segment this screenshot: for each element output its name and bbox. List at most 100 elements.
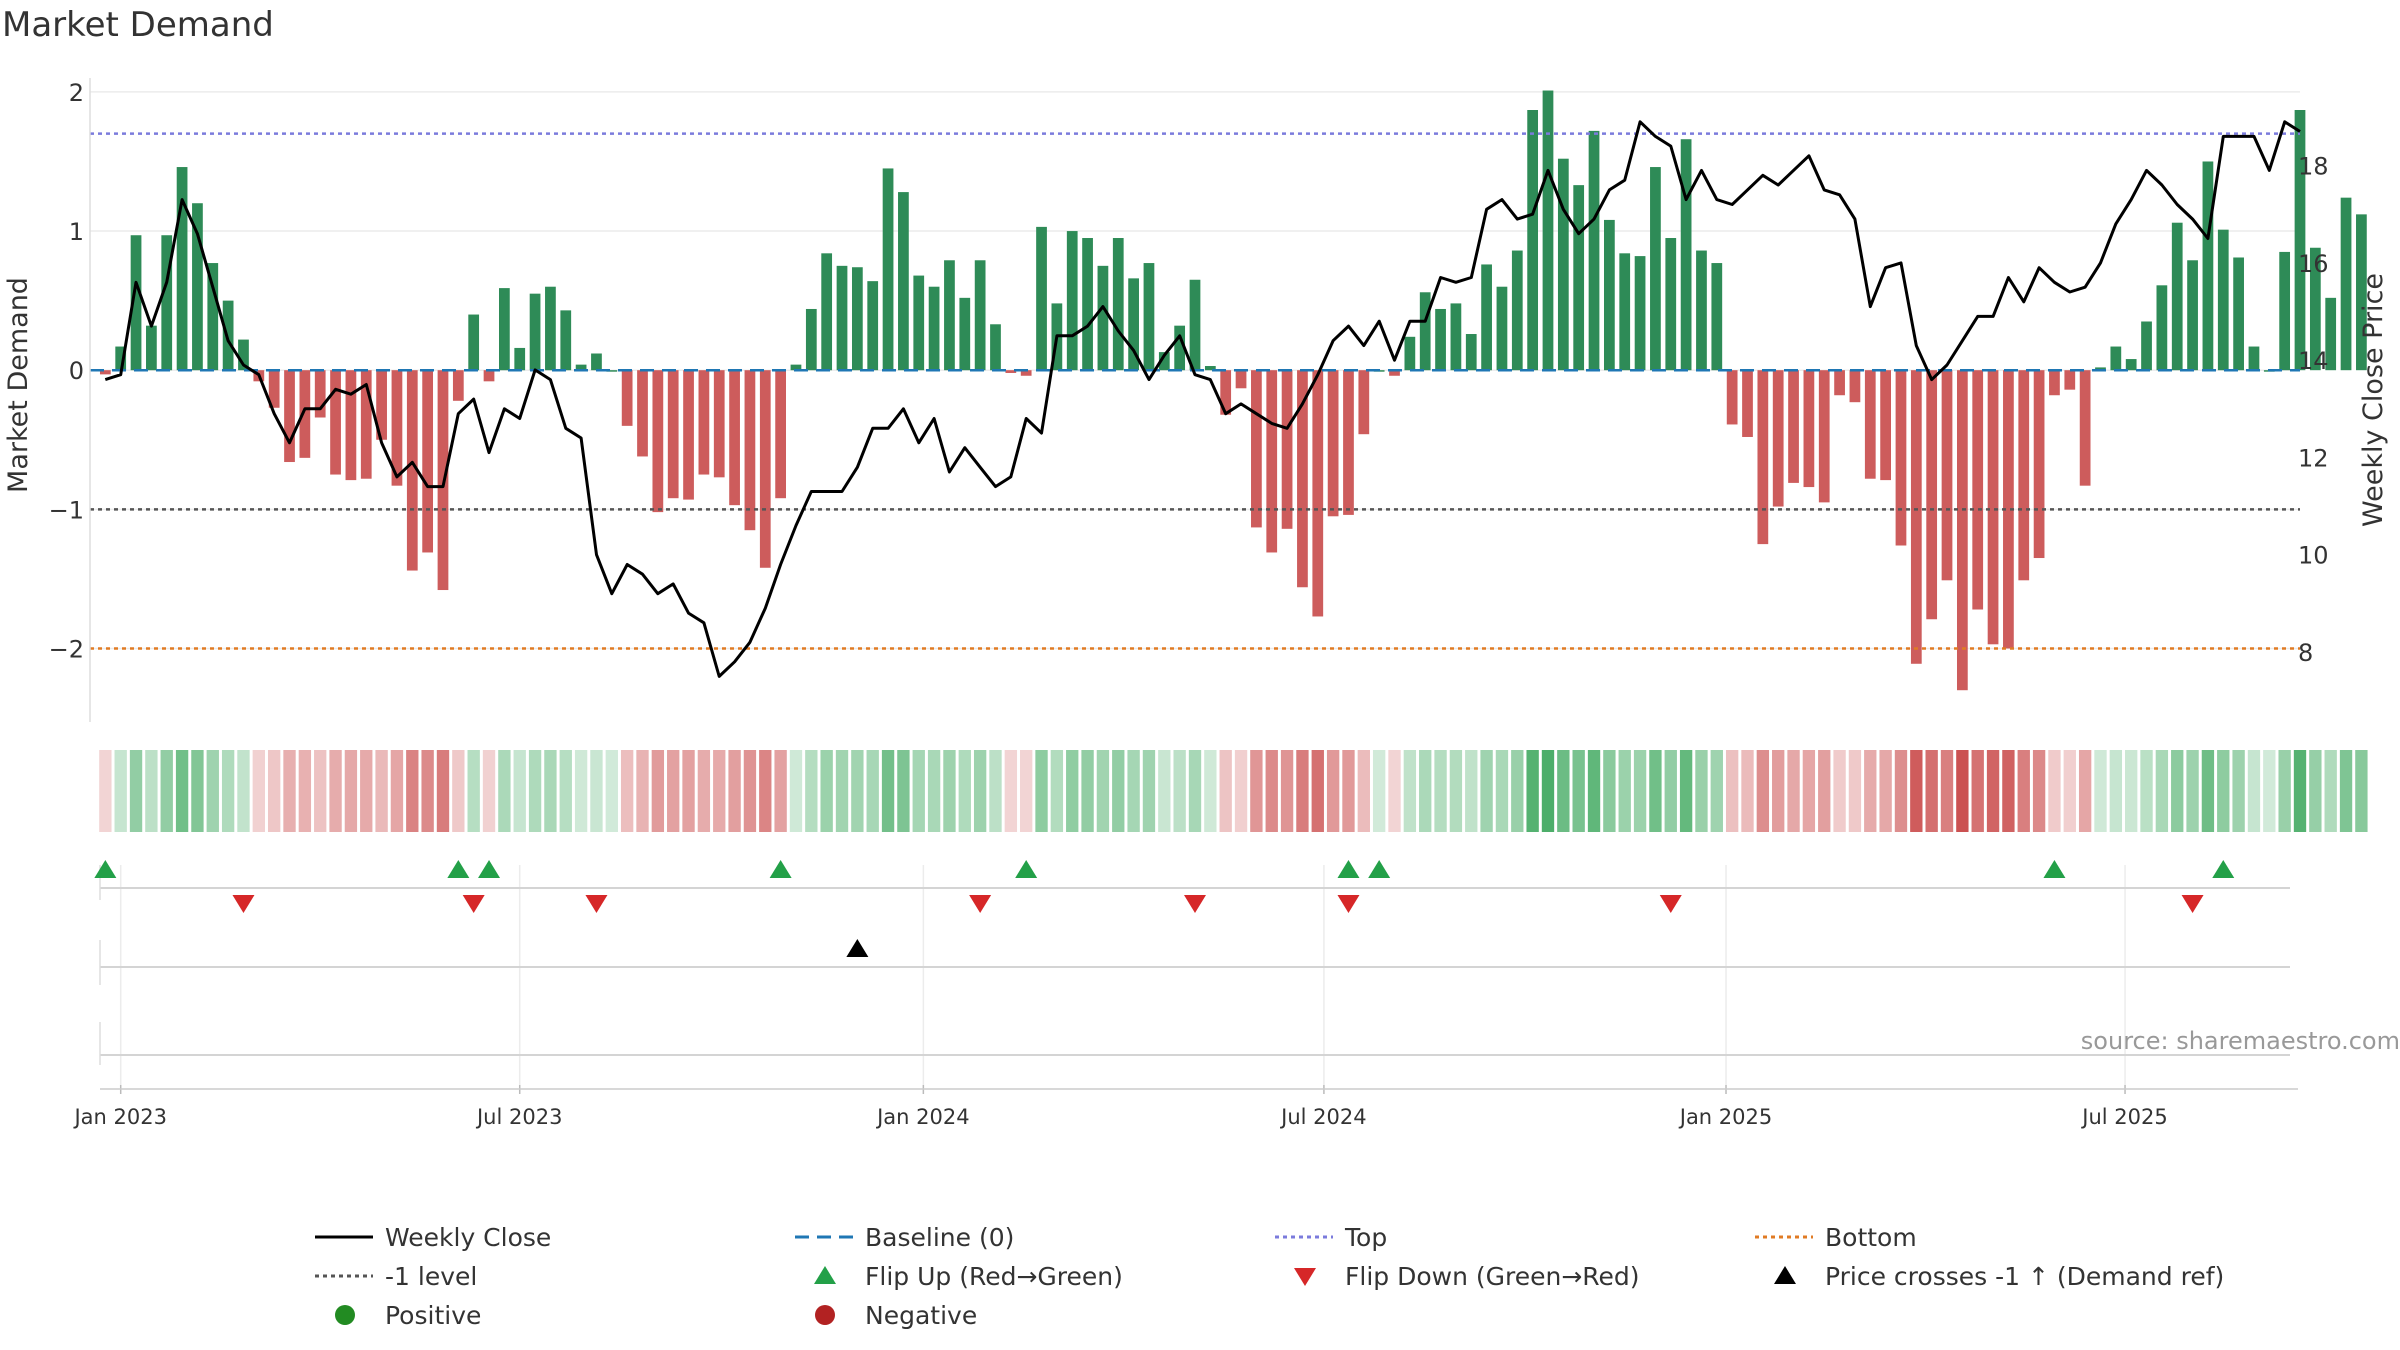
heat-cell xyxy=(2155,750,2169,832)
heat-cell xyxy=(2263,750,2276,832)
demand-bar xyxy=(821,253,833,371)
legend-label: Price crosses -1 ↑ (Demand ref) xyxy=(1825,1262,2224,1291)
x-tick-label: Jul 2024 xyxy=(1279,1105,1366,1129)
heat-cell xyxy=(574,750,588,832)
demand-bar xyxy=(698,370,710,475)
heat-cell xyxy=(1311,750,1324,832)
demand-bar xyxy=(452,370,464,401)
demand-heat-strip xyxy=(99,750,2368,832)
demand-bar xyxy=(1557,158,1569,371)
heat-cell xyxy=(1035,750,1048,832)
demand-bar xyxy=(1726,370,1738,425)
heat-cell xyxy=(973,750,987,832)
heat-cell xyxy=(1710,750,1723,832)
heat-cell xyxy=(2094,750,2107,832)
legend-label: -1 level xyxy=(385,1262,477,1291)
heat-cell xyxy=(1449,750,1463,832)
demand-bar xyxy=(1481,264,1492,371)
flip-up-marker xyxy=(447,860,470,878)
heat-cell xyxy=(129,750,143,832)
heat-cell xyxy=(2002,750,2015,832)
heat-cell xyxy=(1388,750,1401,832)
demand-bar xyxy=(1112,238,1124,371)
heat-cell xyxy=(866,750,879,832)
heat-cell xyxy=(1741,750,1754,832)
heat-cell xyxy=(145,750,158,832)
heat-cell xyxy=(1879,750,1892,832)
heat-cell xyxy=(1250,750,1263,832)
heat-cell xyxy=(927,750,941,832)
demand-bar xyxy=(759,370,771,568)
demand-bar xyxy=(345,370,357,481)
demand-bar xyxy=(882,168,894,371)
heat-cell xyxy=(2186,750,2199,832)
demand-bar xyxy=(238,339,249,371)
demand-bar xyxy=(422,370,434,553)
legend-swatch-circle xyxy=(335,1305,355,1325)
demand-bar xyxy=(360,370,372,479)
heat-cell xyxy=(1372,750,1386,832)
heat-cell xyxy=(1066,750,1079,832)
demand-bar xyxy=(1266,370,1278,553)
heat-cell xyxy=(360,750,373,832)
heat-cell xyxy=(1695,750,1708,832)
demand-bar xyxy=(1419,292,1431,371)
legend-item: Flip Down (Green→Red) xyxy=(1294,1262,1640,1291)
demand-bar xyxy=(1204,366,1216,371)
flip-down-marker xyxy=(2181,895,2204,913)
legend-swatch-triangle-up xyxy=(1774,1266,1796,1284)
flip-down-marker xyxy=(1184,895,1206,913)
price-cross-marker xyxy=(846,939,869,957)
x-tick-label: Jul 2025 xyxy=(2080,1105,2167,1129)
heat-cell xyxy=(620,750,634,832)
demand-bar xyxy=(1465,334,1477,371)
demand-bar xyxy=(2325,297,2337,371)
demand-bar xyxy=(805,308,817,371)
heat-cell xyxy=(897,750,910,832)
heat-cell xyxy=(1465,750,1478,832)
flip-up-marker xyxy=(2043,860,2066,878)
legend-item: Bottom xyxy=(1755,1223,1917,1252)
heat-cell xyxy=(2324,750,2337,832)
flip-down-marker xyxy=(232,895,255,913)
demand-bar xyxy=(1435,308,1446,371)
flip-down-marker xyxy=(969,895,992,913)
heat-cell xyxy=(1234,750,1248,832)
heat-cell xyxy=(467,750,480,832)
y-tick-label: 1 xyxy=(69,218,84,246)
demand-bar xyxy=(1343,370,1354,515)
heat-cell xyxy=(2217,750,2230,832)
demand-bar xyxy=(1803,370,1815,488)
demand-bar xyxy=(1619,253,1631,371)
demand-bar xyxy=(1389,370,1400,376)
demand-bar xyxy=(376,370,387,440)
demand-bar xyxy=(1128,278,1139,371)
demand-bar xyxy=(268,370,280,408)
demand-bar xyxy=(161,235,173,371)
demand-bar xyxy=(330,370,341,475)
demand-bar xyxy=(1941,370,1953,581)
heat-cell xyxy=(1188,750,1202,832)
heat-cell xyxy=(1158,750,1171,832)
heat-cell xyxy=(851,750,864,832)
heat-cell xyxy=(1725,750,1739,832)
heat-cell xyxy=(2078,750,2092,832)
demand-bar xyxy=(2279,251,2291,371)
demand-bar xyxy=(2217,229,2229,371)
demand-bar xyxy=(284,370,295,463)
demand-bar xyxy=(1895,370,1907,546)
flip-down-marker xyxy=(585,895,608,913)
heat-cell xyxy=(2032,750,2046,832)
heat-cell xyxy=(1971,750,1984,832)
heat-cell xyxy=(2140,750,2153,832)
heat-cell xyxy=(1557,750,1570,832)
heat-cell xyxy=(237,750,250,832)
heat-cell xyxy=(774,750,787,832)
flip-up-marker xyxy=(1015,860,1038,878)
demand-bar xyxy=(2171,222,2183,371)
heat-cell xyxy=(1572,750,1585,832)
heat-cell xyxy=(283,750,296,832)
demand-bar xyxy=(713,370,725,478)
heat-cell xyxy=(452,750,465,832)
